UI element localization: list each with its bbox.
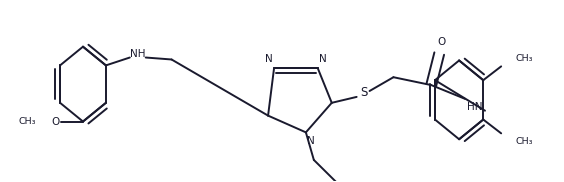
Text: CH₃: CH₃ (19, 117, 36, 126)
Text: N: N (319, 54, 327, 64)
Text: NH: NH (130, 49, 146, 59)
Text: N: N (265, 54, 273, 64)
Text: N: N (307, 136, 315, 146)
Text: O: O (51, 116, 59, 126)
Text: CH₃: CH₃ (515, 137, 532, 146)
Text: O: O (437, 37, 446, 47)
Text: CH₃: CH₃ (515, 54, 532, 63)
Text: S: S (360, 86, 367, 100)
Text: HN: HN (468, 102, 483, 112)
